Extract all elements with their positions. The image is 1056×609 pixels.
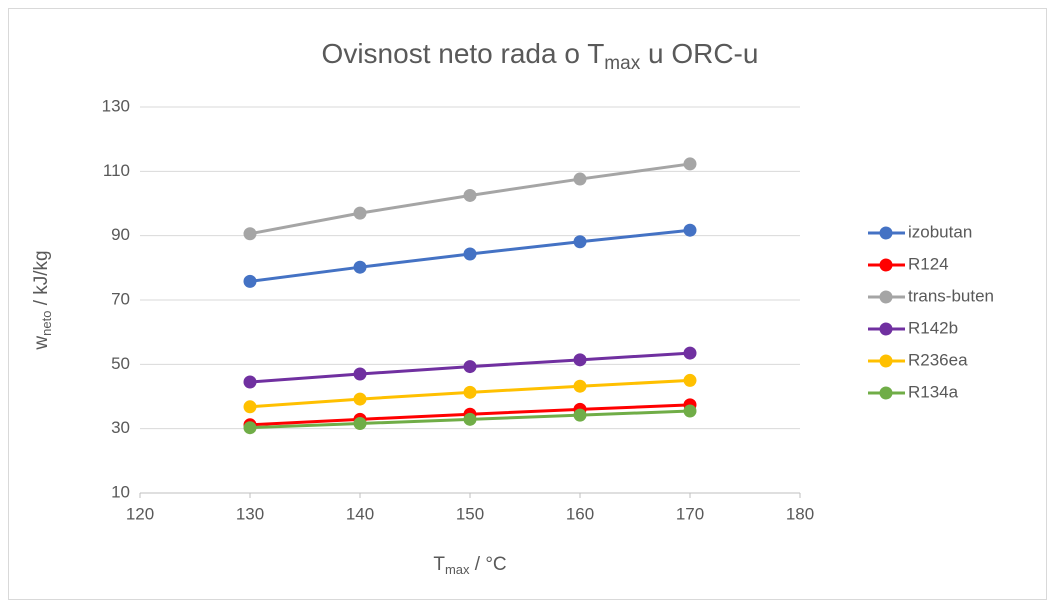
data-point <box>573 235 587 249</box>
y-tick-label: 10 <box>111 482 130 501</box>
x-tick-label: 170 <box>676 504 704 523</box>
legend-marker <box>879 322 893 336</box>
y-label-rest: / kJ/kg <box>31 250 52 310</box>
data-point <box>683 404 697 418</box>
y-tick-label: 70 <box>111 289 130 308</box>
y-tick-label: 90 <box>111 225 130 244</box>
x-axis-label: Tmax / °C <box>433 554 506 577</box>
x-label-rest: / °C <box>470 554 507 575</box>
data-point <box>353 392 367 406</box>
data-point <box>463 360 477 374</box>
x-label-main: T <box>433 554 445 575</box>
data-point <box>463 188 477 202</box>
data-point <box>243 375 257 389</box>
data-point <box>683 223 697 237</box>
data-point <box>573 379 587 393</box>
data-point <box>353 417 367 431</box>
title-main: Ovisnost neto rada o T <box>322 38 605 69</box>
legend-label: trans-buten <box>908 286 994 305</box>
y-label-sub: neto <box>39 311 54 336</box>
legend-label: R236ea <box>908 350 968 369</box>
data-point <box>573 353 587 367</box>
data-point <box>463 385 477 399</box>
y-tick-label: 130 <box>102 96 130 115</box>
legend-marker <box>879 354 893 368</box>
data-point <box>243 274 257 288</box>
title-sub: max <box>604 53 640 74</box>
data-point <box>463 412 477 426</box>
data-point <box>683 373 697 387</box>
legend-label: R134a <box>908 382 959 401</box>
legend-marker <box>879 290 893 304</box>
x-tick-label: 150 <box>456 504 484 523</box>
y-axis-label: wneto / kJ/kg <box>31 250 54 350</box>
legend-marker <box>879 226 893 240</box>
legend-label: R142b <box>908 318 958 337</box>
x-tick-label: 140 <box>346 504 374 523</box>
data-point <box>353 206 367 220</box>
y-tick-label: 50 <box>111 354 130 373</box>
data-point <box>683 157 697 171</box>
x-label-sub: max <box>445 562 470 577</box>
data-point <box>353 260 367 274</box>
y-tick-label: 110 <box>103 161 130 180</box>
legend-marker <box>879 258 893 272</box>
legend-marker <box>879 386 893 400</box>
legend-label: izobutan <box>908 222 972 241</box>
y-tick-label: 30 <box>111 418 130 437</box>
data-point <box>243 227 257 241</box>
chart-border <box>8 8 1047 600</box>
data-point <box>463 247 477 261</box>
x-tick-label: 120 <box>126 504 154 523</box>
data-point <box>683 346 697 360</box>
data-point <box>243 400 257 414</box>
x-tick-label: 160 <box>566 504 594 523</box>
legend-label: R124 <box>908 254 949 273</box>
title-rest: u ORC-u <box>640 38 758 69</box>
data-point <box>353 367 367 381</box>
data-point <box>573 408 587 422</box>
data-point <box>573 172 587 186</box>
data-point <box>243 421 257 435</box>
y-label-main: w <box>31 336 52 351</box>
chart-title: Ovisnost neto rada o Tmax u ORC-u <box>322 38 759 74</box>
x-tick-label: 180 <box>786 504 814 523</box>
x-tick-label: 130 <box>236 504 264 523</box>
